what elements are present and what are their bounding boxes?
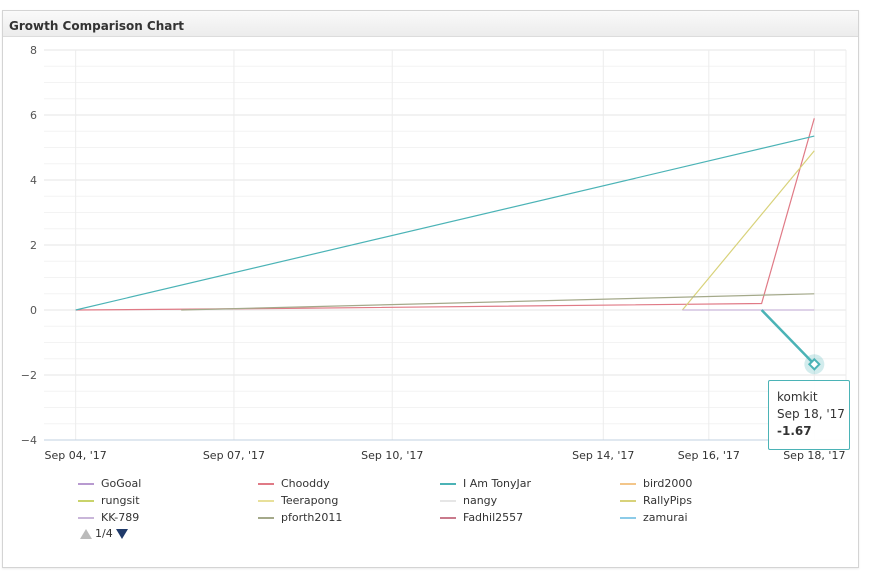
- legend-swatch: [258, 482, 274, 485]
- legend-page-indicator: 1/4: [95, 527, 113, 540]
- series-line: [75, 135, 815, 311]
- legend: GoGoal Chooddy I Am TonyJar bird2000 rungsit…: [78, 477, 778, 523]
- legend-item[interactable]: pforth2011: [258, 511, 342, 523]
- series-line: [760, 309, 816, 366]
- legend-item[interactable]: Fadhil2557: [440, 511, 523, 523]
- x-tick-label: Sep 07, '17: [203, 449, 265, 462]
- tooltip-series-name: komkit: [777, 390, 818, 404]
- chart-tooltip: komkit Sep 18, '17 -1.67: [768, 380, 850, 450]
- legend-swatch: [440, 516, 456, 519]
- y-tick-label: 2: [30, 239, 37, 252]
- y-tick-label: 6: [30, 109, 37, 122]
- legend-item[interactable]: Chooddy: [258, 477, 330, 490]
- tooltip-date: Sep 18, '17: [777, 407, 845, 421]
- y-tick-label: −4: [21, 434, 37, 447]
- legend-item[interactable]: KK-789: [78, 511, 139, 523]
- legend-swatch: [78, 482, 94, 485]
- legend-label: KK-789: [101, 511, 140, 523]
- legend-swatch: [78, 499, 94, 502]
- x-tick-label: Sep 10, '17: [361, 449, 423, 462]
- legend-item[interactable]: rungsit: [78, 494, 140, 507]
- legend-swatch: [620, 482, 636, 485]
- legend-item[interactable]: GoGoal: [78, 477, 141, 490]
- legend-swatch: [620, 499, 636, 502]
- legend-label: nangy: [463, 494, 498, 507]
- legend-label: Teerapong: [281, 494, 339, 507]
- legend-item[interactable]: Teerapong: [258, 494, 338, 507]
- legend-swatch: [620, 516, 636, 519]
- series-line: [75, 118, 815, 311]
- legend-label: GoGoal: [101, 477, 142, 490]
- legend-item[interactable]: I Am TonyJar: [440, 477, 531, 490]
- legend-pager: 1/4: [80, 527, 128, 540]
- panel-header: Growth Comparison Chart: [3, 11, 858, 37]
- legend-label: rungsit: [101, 494, 140, 507]
- legend-next-page-icon[interactable]: [115, 528, 128, 539]
- x-tick-label: Sep 18, '17: [783, 449, 845, 462]
- y-tick-label: −2: [21, 369, 37, 382]
- legend-label: RallyPips: [643, 494, 692, 507]
- x-tick-label: Sep 04, '17: [45, 449, 107, 462]
- legend-swatch: [258, 499, 274, 502]
- series-line: [681, 150, 815, 311]
- legend-item[interactable]: zamurai: [620, 511, 688, 523]
- legend-swatch: [440, 482, 456, 485]
- y-tick-label: 4: [30, 174, 37, 187]
- legend-label: I Am TonyJar: [463, 477, 532, 490]
- legend-swatch: [440, 499, 456, 502]
- y-tick-label: 0: [30, 304, 37, 317]
- x-tick-label: Sep 14, '17: [572, 449, 634, 462]
- series-line: [181, 293, 815, 311]
- legend-label: bird2000: [643, 477, 693, 490]
- legend-item[interactable]: RallyPips: [620, 494, 692, 507]
- legend-label: zamurai: [643, 511, 688, 523]
- legend-prev-page-icon[interactable]: [80, 528, 92, 539]
- legend-label: pforth2011: [281, 511, 343, 523]
- legend-item[interactable]: nangy: [440, 494, 497, 507]
- highlight-point-marker: [807, 357, 821, 371]
- legend-label: Fadhil2557: [463, 511, 524, 523]
- chart-panel: Growth Comparison Chart: [2, 10, 859, 568]
- x-tick-label: Sep 16, '17: [678, 449, 740, 462]
- legend-label: Chooddy: [281, 477, 330, 490]
- legend-swatch: [78, 516, 94, 519]
- y-tick-label: 8: [30, 44, 37, 57]
- legend-item[interactable]: bird2000: [620, 477, 692, 490]
- legend-swatch: [258, 516, 274, 519]
- tooltip-value: -1.67: [777, 424, 812, 438]
- panel-title: Growth Comparison Chart: [9, 19, 185, 33]
